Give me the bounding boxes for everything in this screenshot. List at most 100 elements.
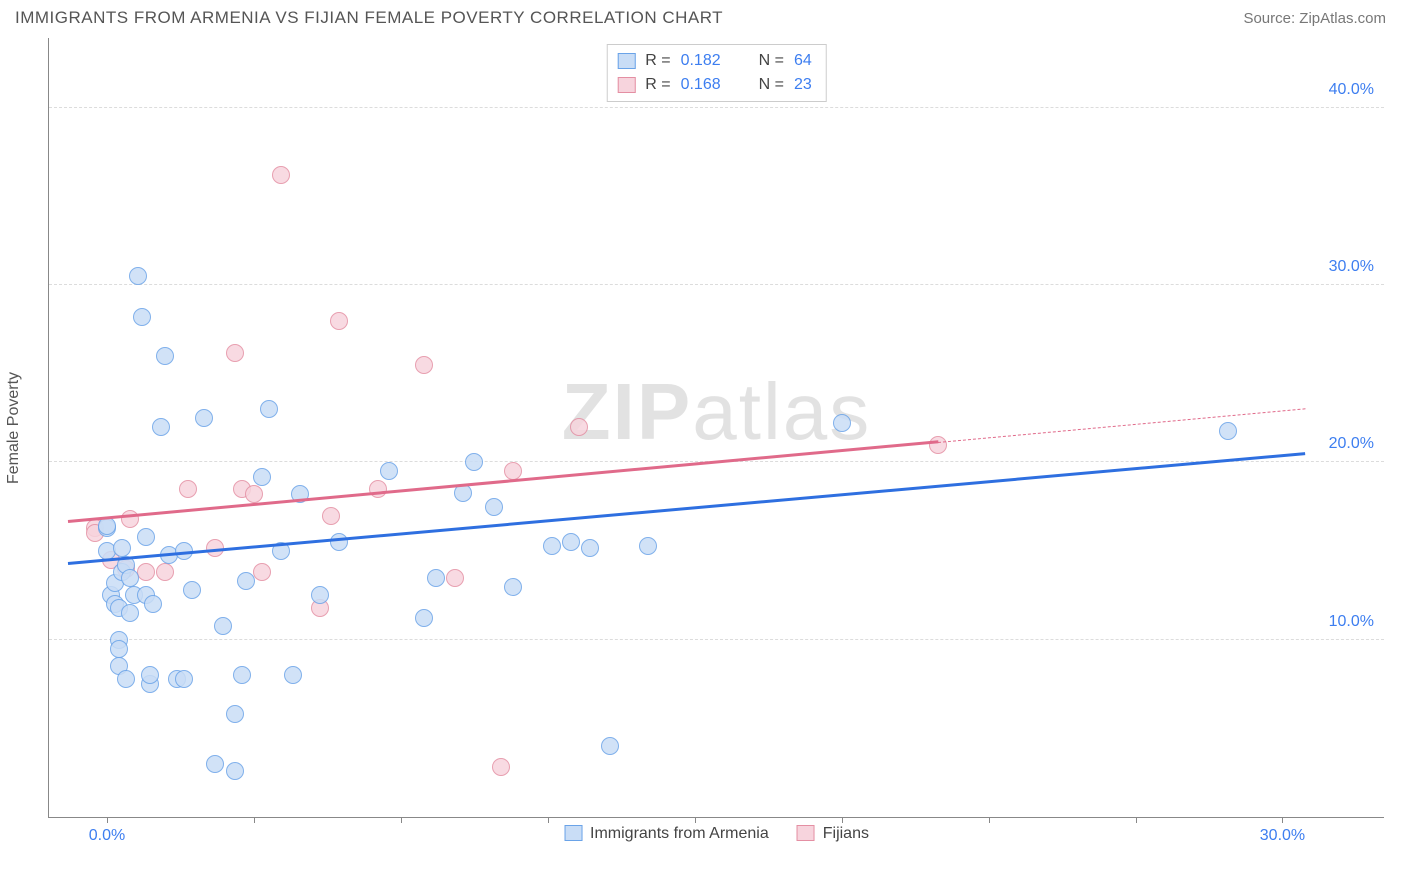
fijians-point <box>272 166 290 184</box>
chart-source: Source: ZipAtlas.com <box>1243 10 1386 27</box>
armenia-point <box>601 737 619 755</box>
legend-r-label: R = <box>645 49 670 73</box>
armenia-point <box>117 670 135 688</box>
grid-line <box>49 284 1384 285</box>
x-tick <box>989 817 990 823</box>
armenia-point <box>504 578 522 596</box>
x-tick <box>695 817 696 823</box>
fijians-point <box>446 569 464 587</box>
x-tick <box>107 817 108 823</box>
watermark: ZIPatlas <box>562 366 871 458</box>
legend-row: R = 0.168 N = 23 <box>617 73 812 97</box>
legend-r-value: 0.168 <box>681 73 721 97</box>
armenia-point <box>833 414 851 432</box>
legend-n-label: N = <box>759 49 784 73</box>
armenia-point <box>260 400 278 418</box>
x-tick <box>1282 817 1283 823</box>
legend-series: Immigrants from Armenia Fijians <box>564 825 869 843</box>
plot-wrap: Female Poverty ZIPatlas R =0.182N =64R =… <box>48 38 1394 818</box>
legend-n-value: 23 <box>794 73 812 97</box>
x-tick <box>401 817 402 823</box>
fijians-point <box>492 758 510 776</box>
x-tick <box>1136 817 1137 823</box>
armenia-point <box>144 595 162 613</box>
armenia-point <box>214 617 232 635</box>
armenia-point <box>183 581 201 599</box>
armenia-point <box>233 666 251 684</box>
armenia-point <box>121 604 139 622</box>
chart-header: IMMIGRANTS FROM ARMENIA VS FIJIAN FEMALE… <box>0 0 1406 34</box>
y-tick-label: 20.0% <box>1329 435 1374 453</box>
legend-n-value: 64 <box>794 49 812 73</box>
fijians-point <box>322 507 340 525</box>
x-tick <box>842 817 843 823</box>
trend-line <box>938 408 1305 443</box>
fijians-point <box>245 485 263 503</box>
armenia-point <box>562 533 580 551</box>
armenia-point <box>195 409 213 427</box>
fijians-point <box>369 480 387 498</box>
fijians-point <box>929 436 947 454</box>
armenia-point <box>380 462 398 480</box>
armenia-point <box>427 569 445 587</box>
grid-line <box>49 107 1384 108</box>
y-tick-label: 30.0% <box>1329 258 1374 276</box>
legend-n-label: N = <box>759 73 784 97</box>
fijians-point <box>253 563 271 581</box>
fijians-point <box>415 356 433 374</box>
armenia-point <box>284 666 302 684</box>
fijians-point <box>330 312 348 330</box>
legend-swatch <box>564 825 582 841</box>
legend-row: R = 0.182 N = 64 <box>617 49 812 73</box>
armenia-point <box>175 670 193 688</box>
y-tick-label: 40.0% <box>1329 81 1374 99</box>
armenia-point <box>639 537 657 555</box>
armenia-point <box>156 347 174 365</box>
x-tick <box>254 817 255 823</box>
scatter-plot: ZIPatlas R =0.182N =64R =0.168N =23 Immi… <box>48 38 1384 818</box>
armenia-point <box>206 755 224 773</box>
y-axis-title: Female Poverty <box>5 372 23 484</box>
grid-line <box>49 639 1384 640</box>
fijians-point <box>570 418 588 436</box>
legend-series-item: Immigrants from Armenia <box>564 825 769 843</box>
fijians-point <box>137 563 155 581</box>
armenia-point <box>110 640 128 658</box>
x-tick-label: 0.0% <box>89 827 125 845</box>
armenia-point <box>226 762 244 780</box>
legend-series-label: Fijians <box>823 825 869 842</box>
armenia-point <box>152 418 170 436</box>
legend-swatch <box>617 77 635 93</box>
armenia-point <box>226 705 244 723</box>
legend-series-label: Immigrants from Armenia <box>590 825 769 842</box>
legend-r-label: R = <box>645 73 670 97</box>
fijians-point <box>179 480 197 498</box>
armenia-point <box>311 586 329 604</box>
fijians-point <box>226 344 244 362</box>
trend-line <box>68 452 1306 565</box>
legend-swatch <box>617 53 635 69</box>
trend-line <box>68 440 938 523</box>
fijians-point <box>156 563 174 581</box>
legend-series-item: Fijians <box>797 825 869 843</box>
armenia-point <box>113 539 131 557</box>
armenia-point <box>543 537 561 555</box>
armenia-point <box>330 533 348 551</box>
armenia-point <box>415 609 433 627</box>
armenia-point <box>1219 422 1237 440</box>
armenia-point <box>133 308 151 326</box>
x-tick <box>548 817 549 823</box>
y-tick-label: 10.0% <box>1329 613 1374 631</box>
chart-title: IMMIGRANTS FROM ARMENIA VS FIJIAN FEMALE… <box>15 8 723 28</box>
armenia-point <box>465 453 483 471</box>
armenia-point <box>485 498 503 516</box>
legend-swatch <box>797 825 815 841</box>
armenia-point <box>581 539 599 557</box>
armenia-point <box>129 267 147 285</box>
legend-r-value: 0.182 <box>681 49 721 73</box>
armenia-point <box>141 666 159 684</box>
armenia-point <box>137 528 155 546</box>
armenia-point <box>121 569 139 587</box>
armenia-point <box>253 468 271 486</box>
legend-correlation: R = 0.182 N = 64 R = 0.168 N = 23 <box>606 44 827 102</box>
